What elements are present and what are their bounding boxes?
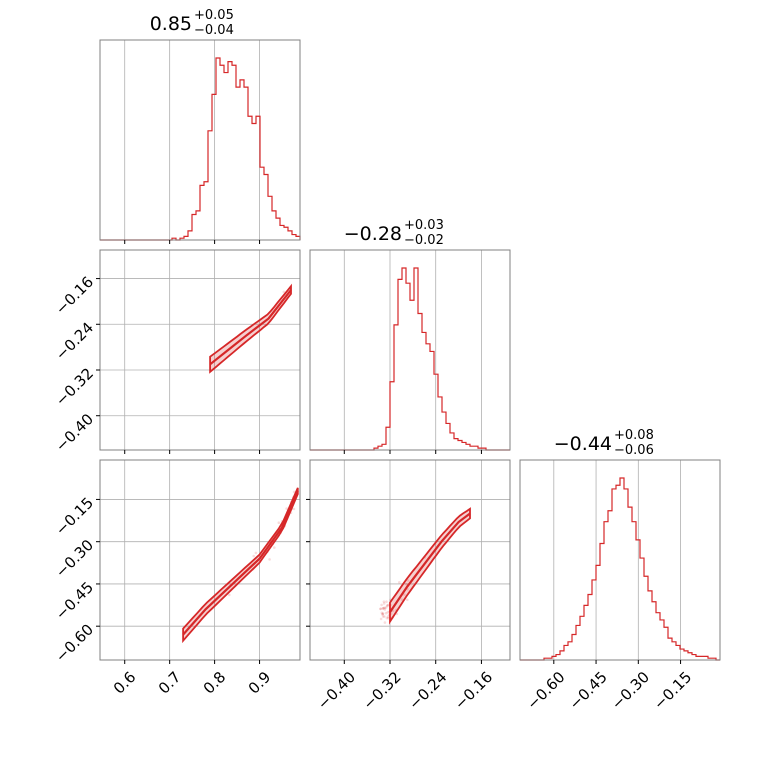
sample-point [400,598,404,601]
x-tick-label-1-0: −0.40 [314,668,359,713]
samples-2-1 [379,556,427,624]
x-tick-label-2-2: −0.30 [608,668,653,713]
sample-point [268,558,271,561]
contour-outer-1-0 [209,283,292,374]
sample-point [384,611,388,615]
sample-point [282,290,286,294]
panel-frame-2-0 [99,459,301,661]
sample-point [398,581,401,584]
sample-point [403,593,406,596]
sample-point [381,612,385,616]
sample-point [252,554,255,558]
title-minus-1: −0.02 [404,233,444,248]
panel-frame-1-0 [99,249,301,451]
sample-point [385,616,389,620]
labels-layer: 0.85 +0.05−0.04−0.28 +0.03−0.02−0.44 +0.08−… [52,8,695,713]
sample-point [384,606,388,609]
title-plus-0: +0.05 [194,8,234,23]
sample-point [381,615,385,618]
sample-point [254,551,258,555]
sample-point [382,600,386,603]
sample-point [381,607,385,610]
sample-point [379,607,382,611]
sample-point [285,507,288,510]
panel-frame-1-1 [309,249,511,451]
y-tick-label-2-0: −0.60 [52,621,97,666]
title-plus-2: +0.08 [614,428,654,443]
y-tick-label-1-0: −0.40 [52,410,97,455]
sample-point [380,603,383,607]
x-tick-label-1-2: −0.24 [405,668,450,713]
title-minus-0: −0.04 [194,23,234,38]
histogram-0 [100,57,301,241]
y-tick-label-1-3: −0.16 [52,273,97,318]
sample-point [382,602,386,605]
title-plus-1: +0.03 [404,218,444,233]
sample-point [385,604,389,608]
sample-point [380,611,384,615]
sample-point [406,579,410,582]
sample-point [383,606,387,610]
frames-layer [96,39,721,664]
sample-point [381,607,385,610]
x-tick-label-0-0: 0.6 [110,668,140,698]
sample-point [405,582,408,586]
sample-point [292,490,296,494]
sample-point [277,521,281,524]
sample-point [292,507,296,511]
panel-frame-2-1 [309,459,511,661]
x-tick-label-2-0: −0.60 [523,668,568,713]
contour-outer-2-1 [389,507,471,625]
contour-inner-1-0 [209,289,292,366]
y-tick-label-2-3: −0.15 [52,494,97,539]
y-tick-label-1-2: −0.24 [52,319,97,364]
histogram-1 [310,267,510,451]
y-tick-label-1-1: −0.32 [52,364,97,409]
contour-inner-2-0 [182,490,299,636]
samples-1-0 [282,290,286,294]
sample-point [383,608,387,611]
title-median-0: 0.85 [150,13,192,35]
histogram-2 [520,477,720,661]
sample-point [406,598,409,602]
sample-point [379,617,383,621]
x-tick-label-1-1: −0.32 [360,668,405,713]
sample-point [383,615,386,618]
sample-point [381,613,384,616]
x-tick-label-0-1: 0.7 [155,668,185,698]
data-layer [100,57,720,661]
sample-point [386,615,390,618]
x-tick-label-1-3: −0.16 [451,668,496,713]
grid-layer [100,40,681,660]
sample-point [381,612,385,615]
x-tick-label-0-3: 0.9 [245,668,275,698]
sample-point [273,546,276,549]
sample-point [383,621,387,624]
title-median-2: −0.44 [554,433,612,455]
sample-point [228,593,231,597]
title-minus-2: −0.06 [614,443,654,458]
title-median-1: −0.28 [344,223,402,245]
sample-point [386,604,389,607]
y-tick-label-2-2: −0.30 [52,536,97,581]
contour-inner-2-1 [389,512,471,613]
x-tick-label-2-1: −0.45 [566,668,611,713]
sample-point [382,606,386,610]
panel-frame-0-0 [99,39,301,241]
x-tick-label-0-2: 0.8 [200,668,230,698]
sample-point [386,610,390,614]
sample-point [379,607,383,611]
sample-point [387,603,390,607]
y-tick-label-2-1: −0.45 [52,578,97,623]
x-tick-label-2-3: −0.15 [650,668,695,713]
contour-outer-2-0 [182,487,299,644]
panel-frame-2-2 [519,459,721,661]
sample-point [385,600,388,603]
